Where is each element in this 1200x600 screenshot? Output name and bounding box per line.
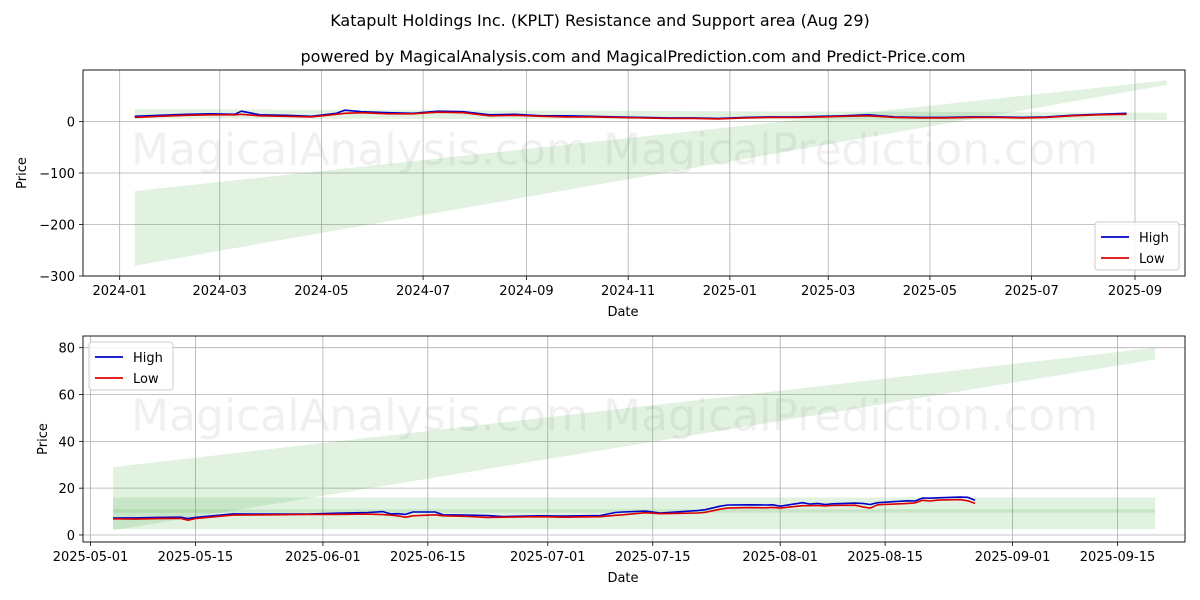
x-tick-label: 2025-06-15	[390, 550, 466, 565]
series-line-low	[112, 498, 976, 521]
x-tick-label: 2025-05	[903, 284, 957, 299]
y-tick-label: 80	[58, 342, 75, 357]
x-axis-label: Date	[607, 571, 638, 586]
y-tick-label: −100	[39, 167, 75, 182]
plot-area	[134, 80, 1167, 266]
watermark-text: MagicalAnalysis.com	[131, 124, 589, 175]
y-tick-label: 20	[58, 482, 75, 497]
chart-panel-1: MagicalAnalysis.com MagicalPrediction.com…	[15, 69, 1186, 320]
x-tick-label: 2025-05-15	[158, 550, 234, 565]
chart-panel-2: MagicalAnalysis.com MagicalPrediction.com…	[36, 335, 1186, 586]
x-tick-label: 2025-08-15	[847, 550, 923, 565]
x-tick-label: 2025-03	[801, 284, 855, 299]
x-tick-label: 2025-09-15	[1080, 550, 1156, 565]
watermark-text: MagicalPrediction.com	[603, 124, 1098, 175]
watermark-text: MagicalAnalysis.com	[131, 390, 589, 441]
y-tick-label: 60	[58, 389, 75, 404]
support-resistance-band	[134, 80, 1167, 266]
legend-label-low: Low	[133, 372, 159, 387]
x-tick-label: 2024-01	[93, 284, 147, 299]
series-line-low	[134, 111, 1127, 120]
x-tick-label: 2025-06-01	[285, 550, 361, 565]
legend-box	[88, 341, 174, 391]
x-tick-label: 2024-03	[193, 284, 247, 299]
y-tick-label: 0	[67, 529, 75, 544]
y-axis-label: Price	[15, 157, 30, 189]
axes-frame	[82, 335, 1186, 543]
plot-area	[112, 347, 1156, 531]
x-tick-label: 2025-01	[703, 284, 757, 299]
y-tick-label: 0	[67, 116, 75, 131]
series-line-high	[112, 496, 976, 520]
legend-label-high: High	[133, 351, 163, 366]
x-tick-label: 2025-05-01	[53, 550, 129, 565]
legend-box	[1094, 221, 1180, 271]
x-tick-label: 2024-05	[294, 284, 348, 299]
x-tick-label: 2025-08-01	[742, 550, 818, 565]
x-tick-label: 2025-09	[1108, 284, 1162, 299]
x-tick-label: 2025-07-15	[615, 550, 691, 565]
x-tick-label: 2025-07	[1004, 284, 1058, 299]
x-tick-label: 2025-09-01	[975, 550, 1051, 565]
legend-label-low: Low	[1139, 252, 1165, 267]
chart-legend: High Low	[88, 341, 174, 391]
x-tick-label: 2024-09	[499, 284, 553, 299]
watermark-text: MagicalPrediction.com	[603, 390, 1098, 441]
y-tick-label: −200	[39, 219, 75, 234]
axes-frame	[82, 69, 1186, 277]
support-resistance-band	[112, 347, 1156, 531]
x-tick-label: 2025-07-01	[510, 550, 586, 565]
x-axis-label: Date	[607, 305, 638, 320]
y-tick-label: 40	[58, 435, 75, 450]
x-tick-label: 2024-11	[601, 284, 655, 299]
y-axis-label: Price	[36, 423, 51, 455]
chart-title: Katapult Holdings Inc. (KPLT) Resistance…	[330, 11, 870, 30]
legend-label-high: High	[1139, 231, 1169, 246]
chart-subtitle: powered by MagicalAnalysis.com and Magic…	[300, 47, 965, 66]
x-tick-label: 2024-07	[396, 284, 450, 299]
chart-legend: High Low	[1094, 221, 1180, 271]
y-tick-label: −300	[39, 270, 75, 285]
